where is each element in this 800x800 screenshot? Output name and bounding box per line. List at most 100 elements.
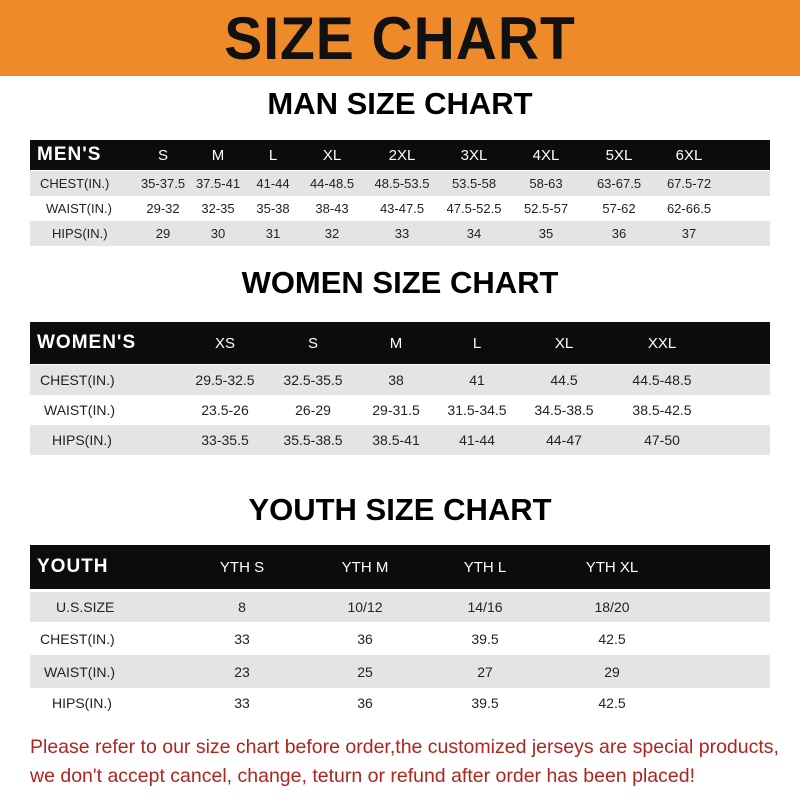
size-column-header: 5XL: [605, 146, 633, 164]
size-column-header: 6XL: [675, 146, 703, 164]
measurement-cell: 27: [477, 663, 493, 680]
row-label: CHEST(IN.): [40, 372, 115, 388]
measurement-cell: 33: [234, 630, 250, 647]
size-column-header: YTH S: [219, 558, 265, 576]
measurement-cell: 8: [238, 599, 246, 615]
size-column-header: M: [389, 334, 403, 352]
measurement-cell: 37: [681, 226, 697, 241]
measurement-cell: 18/20: [594, 599, 630, 615]
measurement-cell: 35-37.5: [140, 176, 186, 191]
row-label: HIPS(IN.): [52, 695, 112, 711]
size-column-header: YTH M: [341, 558, 389, 576]
notice-line-2: we don't accept cancel, change, teturn o…: [30, 765, 695, 787]
row-label: WAIST(IN.): [46, 201, 112, 216]
table-row: WAIST(IN.) 29-32 32-35 35-38 38-43 43-47.5 47.…: [30, 196, 770, 221]
table-row: HIPS(IN.) 33-35.5 35.5-38.5 38.5-41 41-44 44-…: [30, 425, 770, 455]
measurement-cell: 44-48.5: [309, 176, 355, 191]
measurement-cell: 31.5-34.5: [447, 402, 507, 418]
row-label: CHEST(IN.): [40, 176, 110, 191]
measurement-cell: 38-43: [315, 201, 349, 216]
row-label: CHEST(IN.): [40, 630, 115, 647]
measurement-cell: 35.5-38.5: [283, 432, 343, 448]
table-row: HIPS(IN.) 33 36 39.5 42.5: [30, 688, 770, 718]
measurement-cell: 48.5-53.5: [374, 176, 430, 191]
table-row: WAIST(IN.) 23.5-26 26-29 29-31.5 31.5-34.5 34…: [30, 395, 770, 425]
size-column-header: M: [211, 146, 225, 164]
measurement-cell: 32: [324, 226, 340, 241]
header-label: MEN'S: [37, 144, 102, 165]
size-column-header: L: [268, 146, 278, 164]
measurement-cell: 10/12: [347, 599, 383, 615]
measurement-cell: 57-62: [602, 201, 636, 216]
row-label: HIPS(IN.): [52, 432, 112, 448]
measurement-cell: 33: [234, 695, 250, 711]
size-column-header: YTH L: [463, 558, 507, 576]
women-chart-title: WOMEN SIZE CHART: [241, 265, 559, 300]
measurement-cell: 36: [357, 630, 373, 647]
measurement-cell: 38: [388, 372, 404, 388]
measurement-cell: 44.5: [550, 372, 578, 388]
measurement-cell: 25: [357, 663, 373, 680]
measurement-cell: 43-47.5: [379, 201, 425, 216]
measurement-cell: 29-31.5: [372, 402, 420, 418]
size-column-header: S: [157, 146, 169, 164]
measurement-cell: 26-29: [295, 402, 331, 418]
measurement-cell: 29-32: [146, 201, 180, 216]
measurement-cell: 63-67.5: [596, 176, 642, 191]
measurement-cell: 41-44: [256, 176, 290, 191]
size-column-header: 3XL: [460, 146, 488, 164]
measurement-cell: 47.5-52.5: [446, 201, 502, 216]
measurement-cell: 32-35: [201, 201, 235, 216]
measurement-cell: 39.5: [471, 630, 499, 647]
measurement-cell: 36: [611, 226, 627, 241]
measurement-cell: 38.5-42.5: [632, 402, 692, 418]
measurement-cell: 44.5-48.5: [632, 372, 692, 388]
table-row: WAIST(IN.) 23 25 27 29: [30, 655, 770, 688]
table-row: HIPS(IN.) 29 30 31 32 33 34 35 36 37: [30, 221, 770, 246]
measurement-cell: 58-63: [529, 176, 563, 191]
measurement-cell: 33: [394, 226, 410, 241]
measurement-cell: 41: [469, 372, 485, 388]
measurement-cell: 34: [466, 226, 482, 241]
measurement-cell: 42.5: [598, 695, 626, 711]
measurement-cell: 30: [210, 226, 226, 241]
measurement-cell: 67.5-72: [666, 176, 712, 191]
row-label: WAIST(IN.): [44, 402, 116, 418]
size-column-header: XS: [214, 334, 236, 352]
row-label: HIPS(IN.): [52, 226, 108, 241]
size-column-header: 2XL: [388, 146, 416, 164]
size-column-header: XXL: [647, 334, 677, 352]
measurement-cell: 37.5-41: [195, 176, 241, 191]
measurement-cell: 44-47: [546, 432, 582, 448]
table-row: CHEST(IN.) 33 36 39.5 42.5: [30, 622, 770, 655]
measurement-cell: 32.5-35.5: [283, 372, 343, 388]
row-label: WAIST(IN.): [44, 663, 116, 680]
row-label: U.S.SIZE: [56, 599, 115, 615]
size-column-header: XL: [554, 334, 574, 352]
header-label: YOUTH: [37, 556, 109, 577]
measurement-cell: 42.5: [598, 630, 626, 647]
size-column-header: XL: [322, 146, 342, 164]
measurement-cell: 33-35.5: [201, 432, 249, 448]
measurement-cell: 38.5-41: [372, 432, 420, 448]
measurement-cell: 31: [265, 226, 281, 241]
table-row: CHEST(IN.) 35-37.5 37.5-41 41-44 44-48.5 48.5…: [30, 171, 770, 196]
measurement-cell: 39.5: [471, 695, 499, 711]
size-column-header: L: [472, 334, 482, 352]
notice-line-1: Please refer to our size chart before or…: [30, 736, 779, 758]
measurement-cell: 36: [357, 695, 373, 711]
size-column-header: 4XL: [532, 146, 560, 164]
measurement-cell: 53.5-58: [451, 176, 497, 191]
youth-chart-title: YOUTH SIZE CHART: [248, 492, 552, 527]
table-header-row: YOUTH YTH S YTH M YTH L YTH XL: [30, 545, 770, 589]
table-row: CHEST(IN.) 29.5-32.5 32.5-35.5 38 41 44.5 44.5…: [30, 365, 770, 395]
size-column-header: YTH XL: [585, 558, 639, 576]
size-column-header: S: [307, 334, 319, 352]
banner: SIZE CHART: [0, 0, 800, 76]
banner-title: SIZE CHART: [224, 4, 576, 72]
measurement-cell: 23.5-26: [201, 402, 249, 418]
measurement-cell: 62-66.5: [666, 201, 712, 216]
table-header-row: WOMEN'S XS S M L XL XXL: [30, 322, 770, 364]
header-label: WOMEN'S: [37, 332, 137, 353]
measurement-cell: 23: [234, 663, 250, 680]
